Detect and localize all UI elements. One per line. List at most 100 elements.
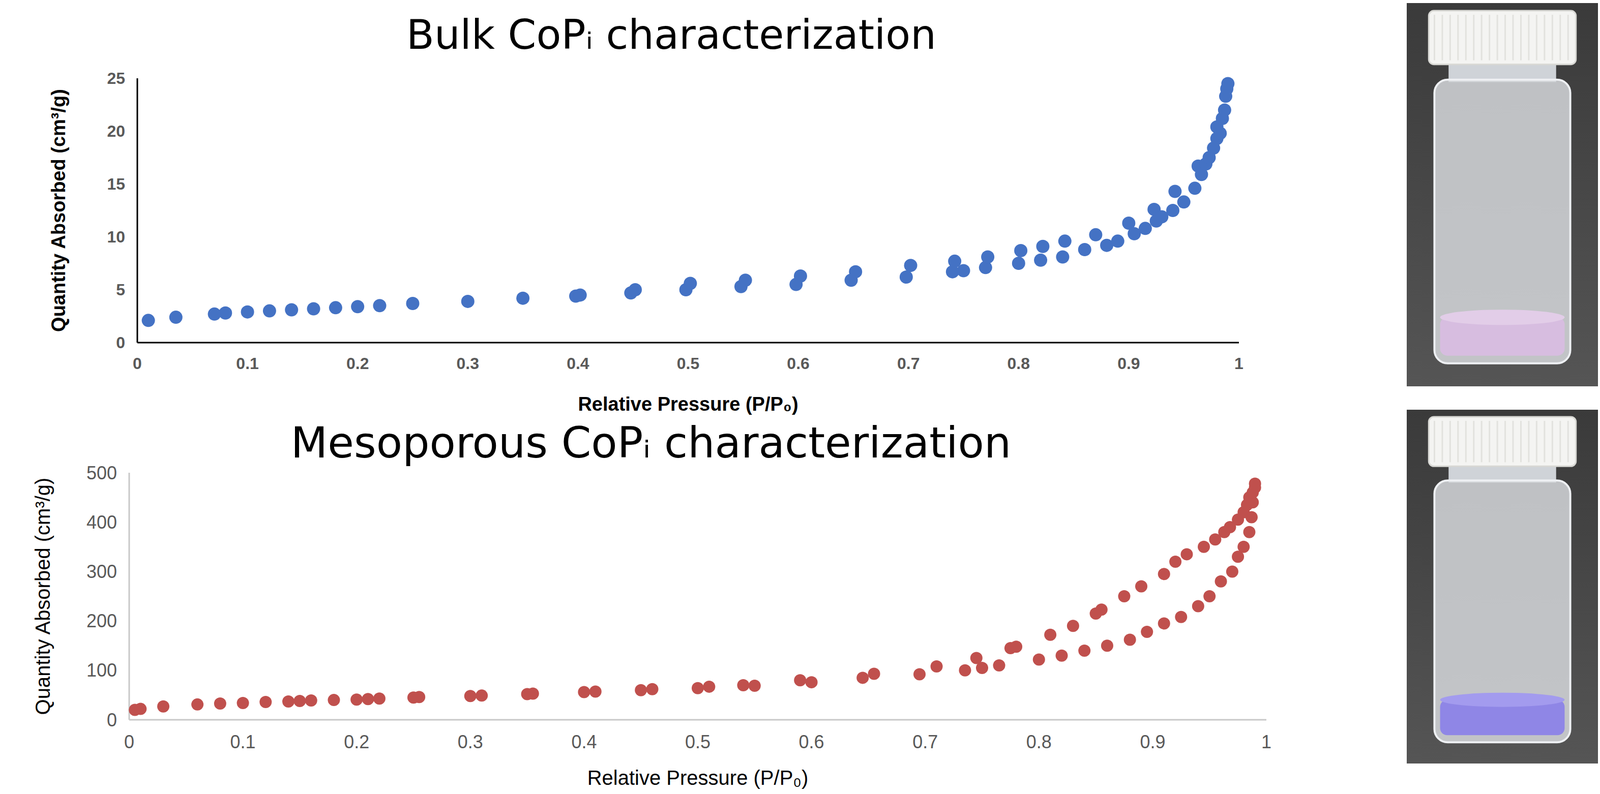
cap-ridge xyxy=(1433,14,1436,61)
data-point xyxy=(1140,626,1153,639)
data-point xyxy=(1242,526,1256,539)
data-point xyxy=(904,258,918,273)
cap-ridge xyxy=(1520,421,1522,463)
x-axis-title: Relative Pressure (P/P₀) xyxy=(577,393,798,416)
x-axis-title: Relative Pressure (P/P₀) xyxy=(587,766,809,790)
data-point xyxy=(412,691,426,704)
data-point xyxy=(1168,185,1182,199)
cap-ridge xyxy=(1543,421,1546,463)
cap-ridge xyxy=(1441,421,1443,463)
data-point xyxy=(1197,541,1210,554)
data-point xyxy=(634,684,647,697)
x-tick-label: 0.1 xyxy=(235,354,259,373)
data-point xyxy=(1158,617,1171,630)
data-point xyxy=(305,694,318,707)
data-point xyxy=(1067,619,1080,633)
data-point xyxy=(573,288,587,302)
y-tick-label: 400 xyxy=(86,512,117,533)
data-point xyxy=(1237,541,1250,554)
data-point xyxy=(981,250,995,264)
cap-ridge xyxy=(1504,14,1506,61)
vial-powder-top xyxy=(1440,309,1565,325)
data-point xyxy=(362,693,375,706)
y-axis-line xyxy=(136,78,139,343)
data-point xyxy=(241,305,255,319)
data-point xyxy=(589,686,602,699)
cap-ridge xyxy=(1472,14,1475,61)
data-point xyxy=(475,689,488,702)
x-axis-line xyxy=(129,719,1267,722)
y-axis-line xyxy=(128,472,131,721)
data-point xyxy=(1226,565,1239,578)
cap-ridge xyxy=(1504,421,1506,463)
data-point xyxy=(1035,240,1050,254)
y-tick-label: 200 xyxy=(86,610,117,632)
data-point xyxy=(1249,477,1262,490)
data-point xyxy=(191,698,204,711)
y-tick-label: 100 xyxy=(86,660,117,681)
y-tick-label: 5 xyxy=(115,280,126,300)
cap-ridge xyxy=(1457,421,1459,463)
data-point xyxy=(1203,590,1216,603)
cap-ridge xyxy=(1496,421,1499,463)
data-point xyxy=(683,277,697,291)
cap-ridge xyxy=(1457,14,1459,61)
x-tick-label: 0.1 xyxy=(230,731,256,753)
y-axis-title: Quantity Absorbed (cm³/g) xyxy=(47,89,70,333)
data-point xyxy=(1166,203,1180,218)
data-point xyxy=(1123,634,1137,647)
cap-ridge xyxy=(1512,14,1515,61)
y-tick-label: 10 xyxy=(106,227,126,247)
x-tick-label: 0 xyxy=(132,354,142,373)
data-point xyxy=(1154,210,1169,224)
data-point xyxy=(1218,103,1232,117)
cap-ridge xyxy=(1480,421,1483,463)
page: Bulk CoPᵢ characterization00.10.20.30.40… xyxy=(0,0,1600,794)
y-tick-label: 0 xyxy=(115,333,126,352)
plot-marks xyxy=(141,76,1235,328)
data-point xyxy=(1078,243,1092,257)
data-point xyxy=(282,695,295,708)
y-tick-label: 15 xyxy=(106,174,126,194)
plot-marks xyxy=(128,477,1261,717)
data-point xyxy=(350,300,365,314)
x-tick-label: 0.9 xyxy=(1139,731,1166,753)
data-point xyxy=(993,659,1006,672)
data-point xyxy=(848,265,863,279)
data-point xyxy=(406,297,420,311)
data-point xyxy=(157,700,170,714)
vial-photo xyxy=(1406,3,1598,387)
x-tick-label: 0.5 xyxy=(685,731,711,753)
vial-cap xyxy=(1428,10,1576,65)
x-tick-label: 0.6 xyxy=(786,354,810,373)
data-point xyxy=(461,294,475,309)
data-point xyxy=(293,695,306,708)
cap-ridge xyxy=(1567,421,1569,463)
cap-ridge xyxy=(1480,14,1483,61)
data-point xyxy=(930,660,943,673)
chart-panel: Mesoporous CoPᵢ characterization00.10.20… xyxy=(31,418,1272,790)
data-point xyxy=(262,304,277,318)
data-point xyxy=(1215,575,1228,588)
data-point xyxy=(899,270,913,284)
cap-ridge xyxy=(1512,421,1515,463)
cap-ridge xyxy=(1488,14,1491,61)
x-tick-label: 0.2 xyxy=(346,354,369,373)
cap-ridge xyxy=(1449,421,1451,463)
data-point xyxy=(1158,568,1171,581)
data-point xyxy=(350,693,363,706)
x-tick-label: 0.3 xyxy=(457,731,484,753)
data-point xyxy=(1111,234,1125,248)
data-point xyxy=(1088,228,1103,242)
data-point xyxy=(1044,629,1057,642)
cap-ridge xyxy=(1488,421,1491,463)
data-point xyxy=(1245,511,1258,524)
data-point xyxy=(1177,195,1191,209)
data-point xyxy=(284,303,299,317)
data-point xyxy=(214,697,227,710)
cap-ridge xyxy=(1472,421,1475,463)
cap-ridge xyxy=(1527,14,1530,61)
cap-ridge xyxy=(1559,421,1561,463)
cap-ridge xyxy=(1567,14,1569,61)
cap-ridge xyxy=(1441,14,1443,61)
